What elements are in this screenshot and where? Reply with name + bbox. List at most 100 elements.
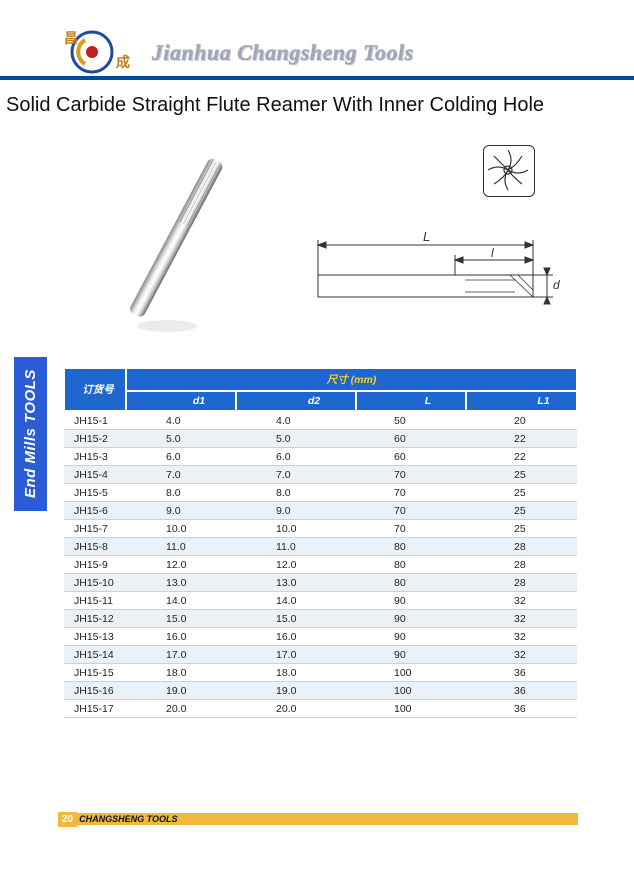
th-L: L bbox=[356, 391, 466, 411]
table-row: JH15-811.011.08028 bbox=[64, 538, 577, 556]
cell-L1: 28 bbox=[466, 556, 577, 574]
cell-L: 70 bbox=[356, 520, 466, 538]
th-d2: d2 bbox=[236, 391, 356, 411]
cell-code: JH15-6 bbox=[64, 502, 126, 520]
cell-L: 80 bbox=[356, 574, 466, 592]
cell-d2: 13.0 bbox=[236, 574, 356, 592]
dim-label-d: d bbox=[553, 278, 560, 292]
cell-d2: 9.0 bbox=[236, 502, 356, 520]
cell-L: 60 bbox=[356, 448, 466, 466]
cell-L: 80 bbox=[356, 538, 466, 556]
table-row: JH15-14.04.05020 bbox=[64, 411, 577, 430]
header: 昌 成 Jianhua Changsheng Tools bbox=[0, 0, 634, 80]
table-row: JH15-1215.015.09032 bbox=[64, 610, 577, 628]
table-row: JH15-1114.014.09032 bbox=[64, 592, 577, 610]
cell-code: JH15-8 bbox=[64, 538, 126, 556]
brand-text: Jianhua Changsheng Tools bbox=[152, 40, 414, 66]
cell-L: 50 bbox=[356, 411, 466, 430]
cell-L: 90 bbox=[356, 592, 466, 610]
cell-d1: 8.0 bbox=[126, 484, 236, 502]
cell-d2: 20.0 bbox=[236, 700, 356, 718]
cell-d1: 5.0 bbox=[126, 430, 236, 448]
cell-d1: 14.0 bbox=[126, 592, 236, 610]
cell-L1: 36 bbox=[466, 682, 577, 700]
cell-code: JH15-16 bbox=[64, 682, 126, 700]
cell-code: JH15-7 bbox=[64, 520, 126, 538]
cell-code: JH15-9 bbox=[64, 556, 126, 574]
table-row: JH15-912.012.08028 bbox=[64, 556, 577, 574]
table-row: JH15-1518.018.010036 bbox=[64, 664, 577, 682]
cell-L: 100 bbox=[356, 700, 466, 718]
cell-code: JH15-3 bbox=[64, 448, 126, 466]
table-row: JH15-1013.013.08028 bbox=[64, 574, 577, 592]
cell-L1: 25 bbox=[466, 502, 577, 520]
cell-L1: 32 bbox=[466, 610, 577, 628]
cell-code: JH15-1 bbox=[64, 411, 126, 430]
cell-d1: 13.0 bbox=[126, 574, 236, 592]
cell-d1: 7.0 bbox=[126, 466, 236, 484]
cell-L: 100 bbox=[356, 664, 466, 682]
cell-L1: 28 bbox=[466, 538, 577, 556]
cross-section-icon bbox=[483, 145, 535, 197]
table-row: JH15-36.06.06022 bbox=[64, 448, 577, 466]
cell-d2: 8.0 bbox=[236, 484, 356, 502]
cell-L1: 25 bbox=[466, 520, 577, 538]
cell-L1: 28 bbox=[466, 574, 577, 592]
table-row: JH15-1316.016.09032 bbox=[64, 628, 577, 646]
cell-L1: 32 bbox=[466, 628, 577, 646]
cell-L1: 32 bbox=[466, 646, 577, 664]
cell-d1: 17.0 bbox=[126, 646, 236, 664]
table-row: JH15-1619.019.010036 bbox=[64, 682, 577, 700]
cell-d2: 7.0 bbox=[236, 466, 356, 484]
th-d1: d1 bbox=[126, 391, 236, 411]
cell-d1: 15.0 bbox=[126, 610, 236, 628]
cell-code: JH15-2 bbox=[64, 430, 126, 448]
cell-L: 70 bbox=[356, 484, 466, 502]
cell-L: 80 bbox=[356, 556, 466, 574]
dim-label-l: l bbox=[491, 246, 494, 260]
cell-L: 60 bbox=[356, 430, 466, 448]
cell-code: JH15-17 bbox=[64, 700, 126, 718]
side-tab: End Mills TOOLS bbox=[14, 357, 47, 511]
spec-table: 订货号 尺寸 (mm) d1 d2 L L1 JH15-14.04.05020J… bbox=[63, 367, 578, 718]
cell-code: JH15-4 bbox=[64, 466, 126, 484]
cell-d1: 6.0 bbox=[126, 448, 236, 466]
cell-code: JH15-13 bbox=[64, 628, 126, 646]
cell-d2: 6.0 bbox=[236, 448, 356, 466]
cell-d1: 18.0 bbox=[126, 664, 236, 682]
logo-char-bottom: 成 bbox=[116, 52, 130, 72]
cell-L: 70 bbox=[356, 466, 466, 484]
dim-label-L: L bbox=[423, 229, 430, 244]
page-number: 20 bbox=[58, 812, 77, 827]
cell-d2: 15.0 bbox=[236, 610, 356, 628]
footer-bar: 20 CHANGSHENG TOOLS bbox=[58, 813, 578, 825]
cell-code: JH15-12 bbox=[64, 610, 126, 628]
cell-code: JH15-5 bbox=[64, 484, 126, 502]
cell-d1: 12.0 bbox=[126, 556, 236, 574]
cell-code: JH15-11 bbox=[64, 592, 126, 610]
cell-L: 90 bbox=[356, 610, 466, 628]
cell-d1: 16.0 bbox=[126, 628, 236, 646]
cell-L: 90 bbox=[356, 628, 466, 646]
cell-L: 90 bbox=[356, 646, 466, 664]
cell-L: 100 bbox=[356, 682, 466, 700]
cell-d1: 4.0 bbox=[126, 411, 236, 430]
table-row: JH15-69.09.07025 bbox=[64, 502, 577, 520]
cell-d2: 14.0 bbox=[236, 592, 356, 610]
table-row: JH15-58.08.07025 bbox=[64, 484, 577, 502]
th-dimensions: 尺寸 (mm) bbox=[126, 368, 577, 391]
table-row: JH15-25.05.06022 bbox=[64, 430, 577, 448]
cell-L1: 36 bbox=[466, 700, 577, 718]
cell-d2: 17.0 bbox=[236, 646, 356, 664]
table-row: JH15-710.010.07025 bbox=[64, 520, 577, 538]
th-code: 订货号 bbox=[64, 368, 126, 411]
dimension-diagram: L l d bbox=[315, 225, 565, 325]
cell-d2: 5.0 bbox=[236, 430, 356, 448]
table-row: JH15-1720.020.010036 bbox=[64, 700, 577, 718]
cell-d1: 9.0 bbox=[126, 502, 236, 520]
cell-code: JH15-10 bbox=[64, 574, 126, 592]
cell-d2: 19.0 bbox=[236, 682, 356, 700]
page-title: Solid Carbide Straight Flute Reamer With… bbox=[6, 94, 544, 117]
logo-char-top: 昌 bbox=[64, 28, 78, 48]
table-row: JH15-1417.017.09032 bbox=[64, 646, 577, 664]
